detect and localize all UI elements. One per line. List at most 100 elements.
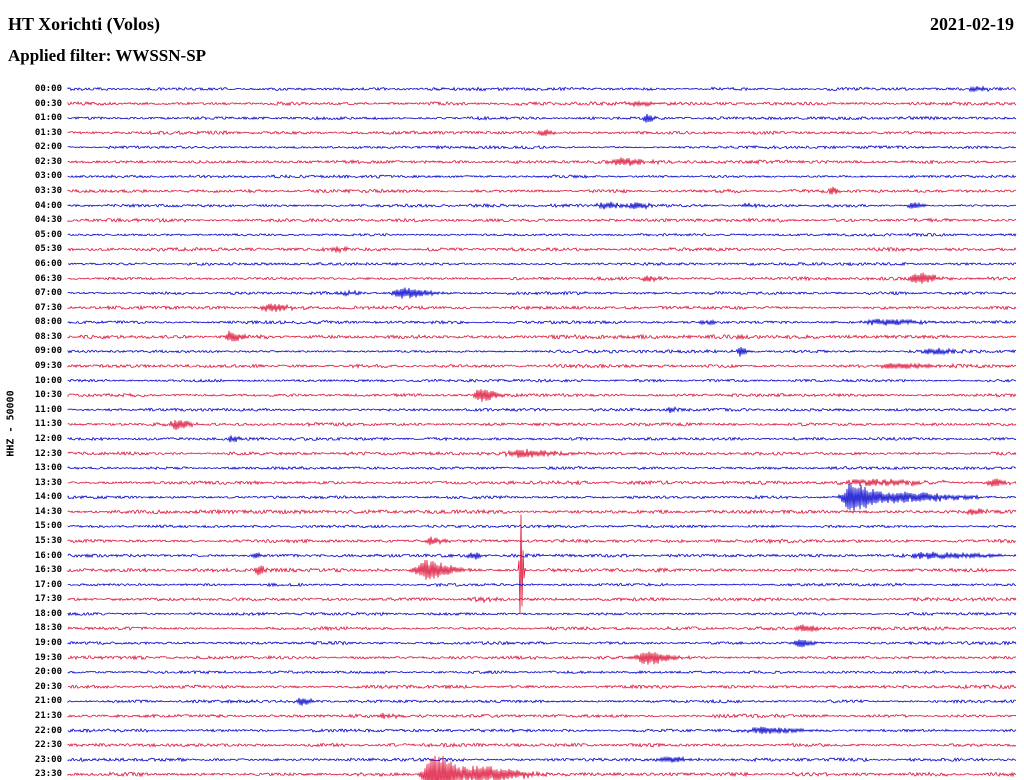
seismic-trace (67, 347, 1017, 357)
time-label: 11:00 (34, 404, 62, 415)
time-label: 11:30 (34, 419, 62, 430)
seismic-trace (67, 406, 1017, 414)
time-label: 23:30 (34, 769, 62, 780)
time-label: 19:30 (34, 652, 62, 663)
seismic-trace (67, 420, 1017, 431)
time-label: 18:30 (34, 623, 62, 634)
seismic-trace (67, 755, 1017, 780)
seismic-trace (67, 651, 1017, 665)
time-label: 10:30 (34, 390, 62, 401)
time-label: 01:00 (34, 113, 62, 124)
seismic-trace (67, 272, 1017, 284)
time-label: 22:00 (34, 725, 62, 736)
seismic-trace (67, 514, 1017, 614)
time-label: 16:30 (34, 565, 62, 576)
time-label: 01:30 (34, 127, 62, 138)
time-label: 12:00 (34, 433, 62, 444)
seismic-trace (67, 232, 1017, 238)
seismic-trace (67, 186, 1017, 195)
time-label: 19:00 (34, 638, 62, 649)
seismic-trace (67, 524, 1017, 529)
seismic-trace (67, 362, 1017, 370)
seismic-trace (67, 85, 1017, 93)
time-label: 23:00 (34, 754, 62, 765)
time-label: 15:30 (34, 535, 62, 546)
seismic-trace (67, 483, 1017, 512)
seismic-trace (67, 330, 1017, 342)
seismic-trace (67, 217, 1017, 224)
time-label: 17:30 (34, 594, 62, 605)
seismic-trace (67, 100, 1017, 108)
time-label: 08:30 (34, 331, 62, 342)
seismic-trace (67, 113, 1017, 123)
time-label: 14:30 (34, 506, 62, 517)
seismic-trace (67, 129, 1017, 137)
time-label: 05:00 (34, 229, 62, 240)
time-label: 13:30 (34, 477, 62, 488)
seismic-trace (67, 508, 1017, 516)
seismic-trace (67, 201, 1017, 211)
seismic-trace (67, 389, 1017, 402)
seismic-trace (67, 448, 1017, 458)
seismic-trace (67, 318, 1017, 326)
time-label: 20:00 (34, 667, 62, 678)
time-label: 18:00 (34, 608, 62, 619)
seismic-trace (67, 536, 1017, 546)
seismic-trace (67, 174, 1017, 179)
seismic-trace (67, 551, 1017, 561)
time-label: 12:30 (34, 448, 62, 459)
time-label: 03:30 (34, 186, 62, 197)
time-label: 05:30 (34, 244, 62, 255)
seismic-trace (67, 378, 1017, 383)
seismic-trace (67, 624, 1017, 633)
date-label: 2021-02-19 (930, 14, 1014, 34)
time-label: 09:00 (34, 346, 62, 357)
seismic-trace (67, 697, 1017, 706)
seismic-trace (67, 478, 1017, 488)
time-label: 06:30 (34, 273, 62, 284)
time-label: 04:30 (34, 215, 62, 226)
time-label: 03:00 (34, 171, 62, 182)
time-label: 06:00 (34, 258, 62, 269)
seismic-trace (67, 611, 1017, 617)
filter-label: Applied filter: WWSSN-SP (8, 46, 207, 65)
time-label: 00:00 (34, 84, 62, 94)
seismic-trace (67, 755, 1017, 763)
time-label: 15:00 (34, 521, 62, 532)
station-title: HT Xorichti (Volos) (8, 14, 161, 34)
seismic-trace (67, 157, 1017, 167)
time-label: 07:00 (34, 288, 62, 299)
time-label: 20:30 (34, 681, 62, 692)
seismic-trace (67, 582, 1016, 588)
time-label: 16:00 (34, 550, 62, 561)
time-label: 04:00 (34, 200, 62, 211)
seismic-trace (67, 435, 1017, 443)
seismic-trace (67, 596, 1017, 604)
time-label: 22:30 (34, 740, 62, 751)
seismic-trace (67, 669, 1017, 675)
seismic-trace (67, 144, 1017, 150)
time-label: 02:30 (34, 156, 62, 167)
time-label: 21:00 (34, 696, 62, 707)
seismic-trace (67, 683, 1017, 690)
seismic-trace (67, 742, 1017, 749)
time-label: 14:00 (34, 492, 62, 503)
seismic-trace (67, 287, 1017, 299)
seismic-trace (67, 465, 1017, 471)
time-label: 21:30 (34, 710, 62, 721)
seismic-trace (67, 245, 1017, 254)
seismic-trace (67, 726, 1017, 735)
time-label: 09:30 (34, 361, 62, 372)
time-label: 07:30 (34, 302, 62, 313)
time-label: 10:00 (34, 375, 62, 386)
time-label: 02:00 (34, 142, 62, 153)
seismic-trace (67, 303, 1017, 313)
time-label: 08:00 (34, 317, 62, 328)
seismic-trace (67, 712, 1017, 720)
seismic-trace (67, 639, 1017, 648)
seismic-trace (67, 261, 1017, 267)
time-label: 17:00 (34, 579, 62, 590)
time-label: 13:00 (34, 463, 62, 474)
